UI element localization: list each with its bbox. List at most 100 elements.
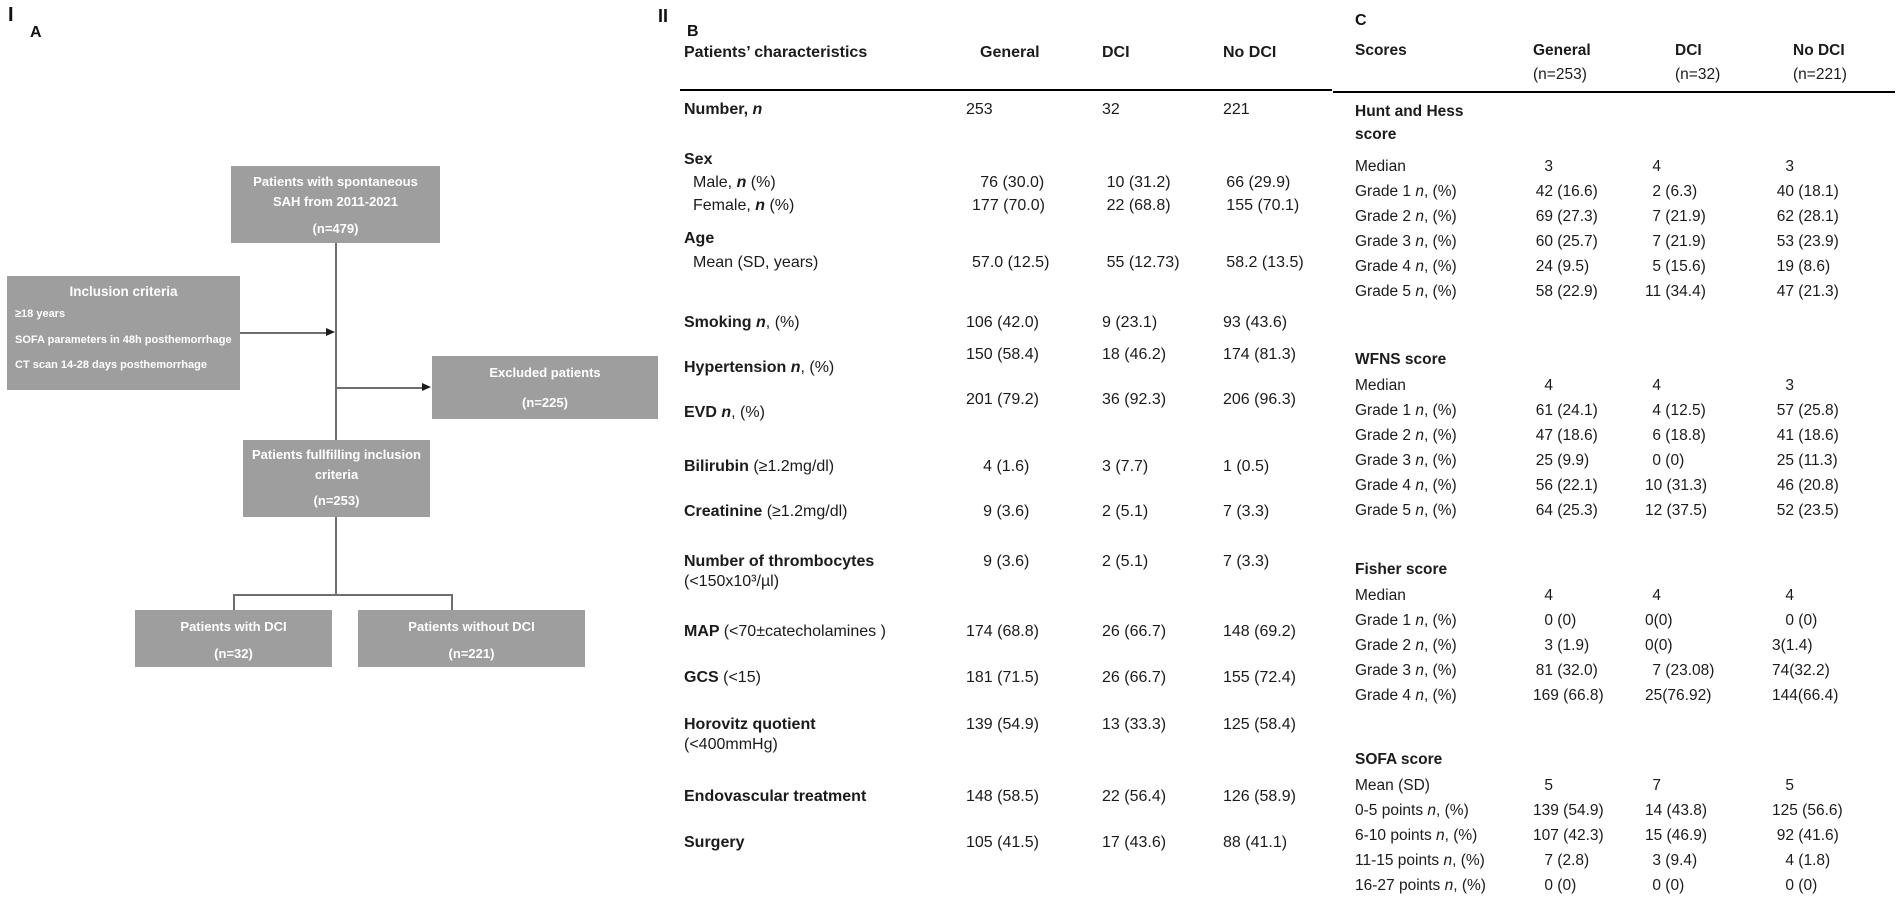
cell-value: 126 (58.9) [1223, 788, 1296, 805]
row-label: Grade 5 n, (%) [1355, 283, 1457, 300]
cell-value: 88 (41.1) [1223, 834, 1288, 851]
cell-value: 47 (21.3) [1776, 283, 1839, 300]
cell-value: 155 (72.4) [1223, 669, 1296, 686]
cell-value: 150 (58.4) [966, 346, 1039, 363]
cell-value: 4 [1652, 158, 1661, 175]
table-row: Surgery 105 (41.5) 17 (43.6) 88 (41.1) [684, 833, 1346, 853]
table-row: Grade 2 n, (%) 47 (18.6) 6 (18.8) 41 (18.6) [1355, 423, 1902, 448]
cell-value: 0(0) [1645, 612, 1673, 629]
score-section: Hunt and Hess score Median 3 4 3 Grade 1 n, (… [1355, 100, 1902, 304]
row-label: Bilirubin (≥1.2mg/dl) [684, 458, 835, 475]
flow-box-item: CT scan 14-28 days posthemorrhage [15, 359, 207, 371]
flow-box-item: SOFA parameters in 48h posthemorrhage [15, 333, 232, 346]
cell-value: 7 (2.8) [1544, 852, 1590, 869]
table-row: Hypertension n, (%) 150 (58.4) 18 (46.2) 17… [684, 346, 1346, 378]
row-label: Sex [684, 151, 713, 168]
score-section-title: Hunt and Hess score [1355, 103, 1464, 143]
cell-value: 22 (56.4) [1102, 788, 1167, 805]
cell-value: 61 (24.1) [1535, 402, 1598, 419]
cell-value: 3 [1544, 158, 1553, 175]
row-label: Surgery [684, 834, 745, 851]
row-label: Mean (SD, years) [693, 254, 819, 271]
cell-value: 9 (3.6) [983, 553, 1030, 570]
cell-value: 0 (0) [1652, 877, 1685, 894]
flow-box-excluded: Excluded patients (n=225) [432, 356, 658, 419]
cell-value: 1 (0.5) [1223, 458, 1270, 475]
table-c-header-label: Scores [1355, 42, 1407, 59]
row-label: Number of thrombocytes (<150x10³/µl) [684, 553, 875, 590]
cell-value: 5 [1544, 777, 1553, 794]
cell-value: 6 (18.8) [1652, 427, 1706, 444]
cell-value: 5 [1785, 777, 1794, 794]
flow-box-without-dci: Patients without DCI (n=221) [358, 610, 585, 667]
cell-value: 58 (22.9) [1535, 283, 1598, 300]
row-label: Median [1355, 587, 1406, 604]
table-row: Grade 2 n, (%) 69 (27.3) 7 (21.9) 62 (28.1) [1355, 204, 1902, 229]
cell-value: 139 (54.9) [966, 716, 1039, 733]
cell-value: 62 (28.1) [1776, 208, 1839, 225]
cell-value: 174 (81.3) [1223, 346, 1296, 363]
cell-value: 42 (16.6) [1535, 183, 1598, 200]
cell-value: 181 (71.5) [966, 669, 1039, 686]
flow-box-text: Excluded patients [489, 365, 601, 380]
cell-value: 25(76.92) [1645, 687, 1712, 704]
row-label: Grade 4 n, (%) [1355, 687, 1457, 704]
col-header-line1: General [1533, 42, 1591, 59]
cell-value: 7 (3.3) [1223, 503, 1270, 520]
table-row: GCS (<15) 181 (71.5) 26 (66.7) 155 (72.4) [684, 668, 1346, 688]
cell-value: 55 (12.73) [1106, 254, 1180, 271]
panel-label-b: B [687, 23, 699, 40]
cell-value: 13 (33.3) [1102, 716, 1167, 733]
table-section-row: Age [684, 229, 1346, 249]
flow-box-text: Patients fullfilling inclusion [251, 447, 421, 462]
score-section: SOFA score Mean (SD) 5 7 5 0-5 points n, (%) 1… [1355, 748, 1902, 898]
table-row: Grade 2 n, (%) 3 (1.9) 0(0) 3(1.4) [1355, 633, 1902, 658]
cell-value: 4 (1.6) [983, 458, 1030, 475]
flow-box-item: ≥18 years [15, 308, 66, 320]
flow-box-text: Patients with spontaneous [253, 174, 418, 189]
cell-value: 0 (0) [1544, 612, 1577, 629]
cell-value: 9 (3.6) [983, 503, 1030, 520]
table-c-header-general: General (n=253) [1533, 42, 1591, 84]
row-label: Grade 2 n, (%) [1355, 427, 1457, 444]
cell-value: 12 (37.5) [1645, 502, 1708, 519]
cell-value: 26 (66.7) [1102, 623, 1167, 640]
cell-value: 148 (58.5) [966, 788, 1039, 805]
cell-value: 3 (9.4) [1652, 852, 1698, 869]
table-row: Grade 5 n, (%) 58 (22.9) 11 (34.4) 47 (21.3… [1355, 279, 1902, 304]
cell-value: 3 (7.7) [1102, 458, 1149, 475]
flow-box-inclusion-criteria: Inclusion criteria ≥18 years SOFA parame… [7, 276, 240, 390]
cell-value: 92 (41.6) [1776, 827, 1839, 844]
cell-value: 0 (0) [1652, 452, 1685, 469]
table-b-header-general: General [980, 44, 1040, 61]
cell-value: 148 (69.2) [1223, 623, 1296, 640]
table-row: Bilirubin (≥1.2mg/dl) 4 (1.6) 3 (7.7) 1 (0.… [684, 457, 1346, 477]
row-label: Horovitz quotient (<400mmHg) [684, 716, 816, 753]
connector-line [240, 332, 328, 334]
row-label: Male, n (%) [693, 174, 776, 191]
row-label: Grade 4 n, (%) [1355, 258, 1457, 275]
table-row: Grade 5 n, (%) 64 (25.3) 12 (37.5) 52 (23.5… [1355, 498, 1902, 523]
col-header-line1: No DCI [1793, 42, 1845, 59]
row-label: Grade 3 n, (%) [1355, 452, 1457, 469]
flow-box-n: (n=253) [313, 493, 360, 508]
cell-value: 7 (21.9) [1652, 233, 1706, 250]
row-label: Grade 1 n, (%) [1355, 402, 1457, 419]
cell-value: 66 (29.9) [1226, 174, 1291, 191]
cell-value: 0 (0) [1544, 877, 1577, 894]
table-row: Number, n 253 32 221 [684, 100, 1346, 120]
cell-value: 125 (56.6) [1772, 802, 1843, 819]
cell-value: 52 (23.5) [1776, 502, 1839, 519]
table-section-row: Sex [684, 150, 1346, 170]
cell-value: 25 (9.9) [1535, 452, 1590, 469]
connector-line [335, 243, 337, 440]
cell-value: 107 (42.3) [1533, 827, 1604, 844]
cell-value: 206 (96.3) [1223, 391, 1296, 408]
row-label: Female, n (%) [693, 197, 795, 214]
table-row: MAP (<70±catecholamines ) 174 (68.8) 26 (6… [684, 622, 1346, 642]
table-b-rows: Number, n 253 32 221 Sex Male, n (%) 76 (30.0)… [684, 100, 1346, 853]
col-header-line1: DCI [1675, 42, 1702, 59]
cell-value: 53 (23.9) [1776, 233, 1839, 250]
cell-value: 4 [1785, 587, 1794, 604]
cell-value: 47 (18.6) [1535, 427, 1598, 444]
